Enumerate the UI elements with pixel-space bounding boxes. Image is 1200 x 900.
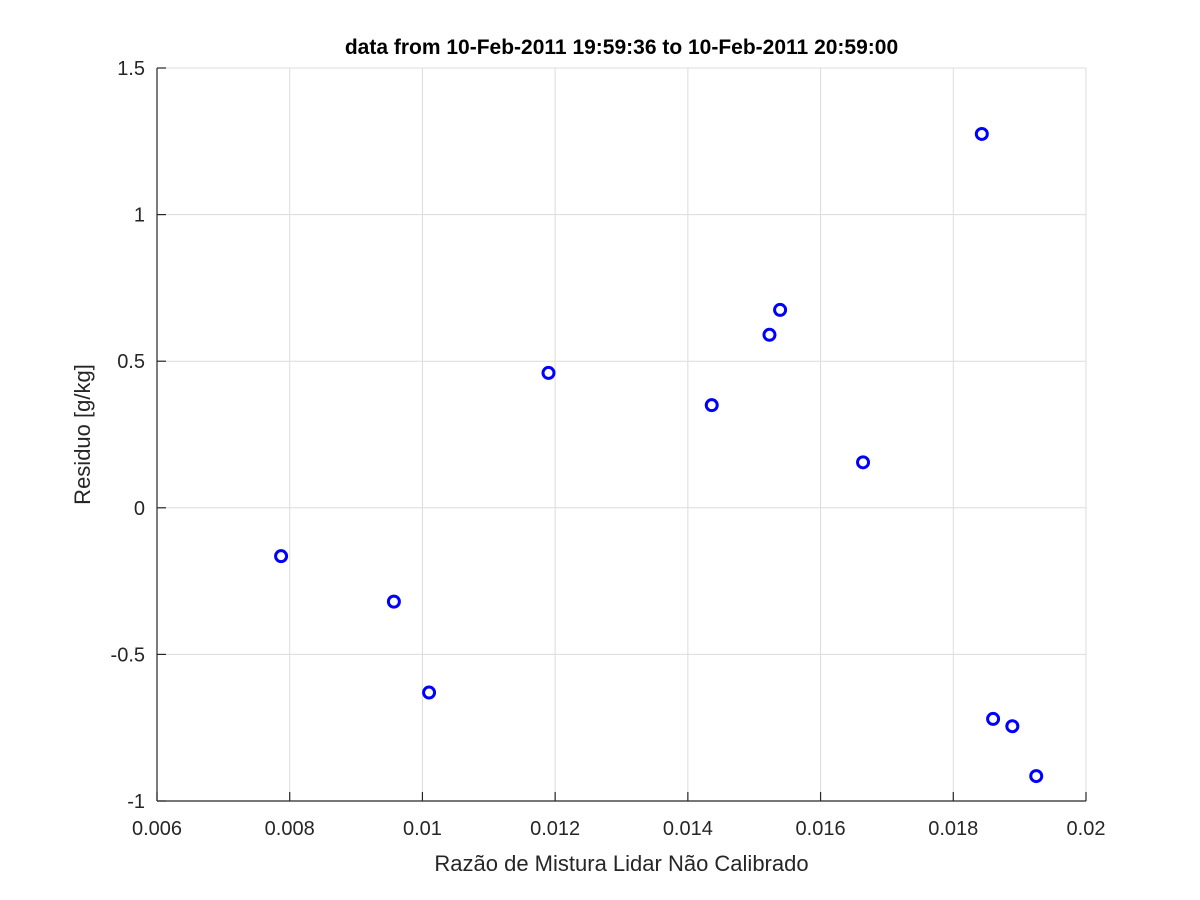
- y-tick-label: 1: [134, 205, 145, 227]
- axes: [156, 67, 1087, 802]
- data-point: [986, 711, 1001, 726]
- data-point: [773, 302, 788, 317]
- data-point: [974, 126, 989, 141]
- tick-labels: 0.006 0.008 0.01 0.012 0.014 0.016 0.018 0.02 -1…: [111, 58, 1106, 840]
- y-axis-label: Residuo [g/kg]: [70, 364, 95, 505]
- data-point: [704, 398, 719, 413]
- x-tick-label: 0.014: [663, 818, 713, 840]
- x-tick-label: 0.008: [265, 818, 315, 840]
- y-tick-label: -1: [127, 791, 145, 813]
- chart-title: data from 10-Feb-2011 19:59:36 to 10-Feb…: [345, 36, 898, 59]
- plot-area: [157, 68, 1086, 801]
- x-axis-label: Razão de Mistura Lidar Não Calibrado: [434, 851, 808, 876]
- x-tick-label: 0.016: [796, 818, 846, 840]
- data-point: [274, 549, 289, 564]
- x-tick-label: 0.02: [1067, 818, 1106, 840]
- x-tick-label: 0.018: [928, 818, 978, 840]
- y-tick-label: -0.5: [111, 644, 145, 666]
- data-points: [274, 126, 1044, 784]
- x-tick-label: 0.012: [530, 818, 580, 840]
- data-point: [1005, 719, 1020, 734]
- data-point: [541, 365, 556, 380]
- data-point: [856, 455, 871, 470]
- y-tick-label: 0.5: [117, 351, 145, 373]
- y-tick-label: 0: [134, 498, 145, 520]
- data-point: [762, 327, 777, 342]
- data-point: [422, 685, 437, 700]
- x-tick-label: 0.01: [403, 818, 442, 840]
- x-tick-label: 0.006: [132, 818, 182, 840]
- data-point: [1029, 769, 1044, 784]
- y-tick-label: 1.5: [117, 58, 145, 80]
- data-point: [386, 594, 401, 609]
